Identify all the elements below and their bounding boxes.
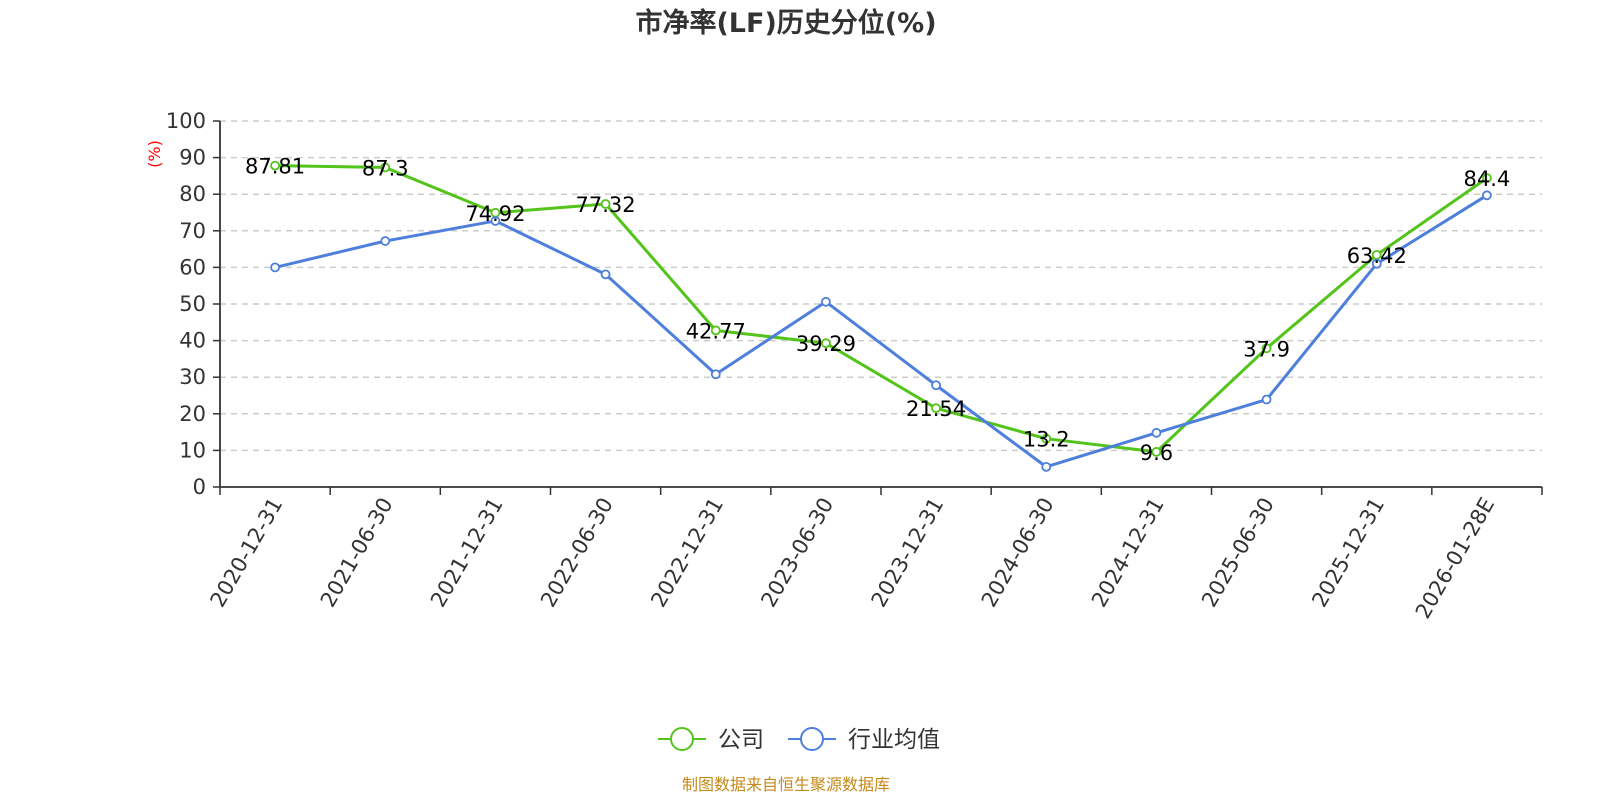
y-tick-label: 40 [179,329,206,353]
data-point[interactable] [270,160,280,171]
data-point[interactable] [710,369,721,380]
series-layer [270,160,1492,472]
data-point[interactable] [490,216,501,226]
x-tick-label: 2022-12-31 [646,494,728,612]
series-line [274,194,1488,469]
data-label: 39.29 [796,332,856,356]
y-axis-ticks: 0 10 20 30 40 50 60 70 80 90 100 [166,109,220,499]
data-label: 74.92 [465,202,525,226]
y-tick-label: 0 [193,475,206,499]
data-point[interactable] [1041,433,1052,444]
x-axis-ticks: 2020-12-31 2021-06-30 2021-12-31 2022-06-30… [206,487,1543,623]
data-point[interactable] [600,199,611,209]
legend-marker [670,727,694,751]
legend-label: 公司 [718,727,764,753]
grid-lines [220,120,1542,452]
data-point[interactable] [1482,173,1492,183]
y-tick-label: 30 [179,365,206,389]
source-note: 制图数据来自恒生聚源数据库 [682,775,890,794]
data-label: 37.9 [1243,337,1290,361]
y-tick-label: 60 [179,255,206,279]
x-tick-label: 2026-01-28E [1411,494,1499,623]
legend-label: 行业均值 [848,727,940,753]
data-point[interactable] [1261,394,1272,405]
y-tick-label: 80 [179,182,206,206]
data-label: 63.42 [1347,244,1407,268]
y-axis-label: (%) [145,140,164,168]
data-point[interactable] [821,296,831,307]
x-tick-label: 2021-06-30 [316,494,398,612]
data-point[interactable] [931,380,941,391]
data-label: 42.77 [686,319,746,343]
data-label: 13.2 [1023,428,1070,452]
data-point[interactable] [1371,258,1382,269]
legend[interactable]: 公司 行业均值 [658,727,940,753]
y-tick-label: 90 [179,146,206,170]
data-point[interactable] [821,338,831,349]
data-label: 21.54 [906,397,966,421]
data-point[interactable] [1151,427,1162,438]
legend-item[interactable]: 公司 [658,727,764,753]
x-tick-label: 2023-12-31 [867,493,949,611]
data-point[interactable] [1041,461,1052,472]
legend-marker [800,727,824,751]
data-point[interactable] [380,236,391,246]
x-tick-label: 2025-06-30 [1197,494,1279,612]
data-point[interactable] [931,403,941,414]
y-tick-label: 100 [166,109,206,133]
data-labels: 87.81 87.3 74.92 77.32 42.77 39.29 21.54 13.2 9.… [245,155,1510,465]
data-point[interactable] [1151,446,1162,457]
data-label: 87.81 [245,155,305,179]
y-tick-label: 70 [179,219,206,243]
x-tick-label: 2024-06-30 [977,494,1059,612]
data-label: 87.3 [362,156,409,180]
data-point[interactable] [380,162,391,173]
x-tick-label: 2021-12-31 [426,493,508,611]
x-tick-label: 2020-12-31 [206,494,288,612]
data-point[interactable] [270,262,280,273]
data-label: 9.6 [1140,441,1173,465]
x-tick-label: 2024-12-31 [1087,494,1169,612]
legend-item[interactable]: 行业均值 [788,727,940,753]
data-point[interactable] [600,269,611,280]
data-point[interactable] [1482,190,1492,201]
x-tick-label: 2023-06-30 [756,494,838,612]
chart-title: 市净率(LF)历史分位(%) [635,7,936,39]
y-tick-label: 50 [179,292,206,316]
data-label: 84.4 [1464,167,1511,191]
data-point[interactable] [710,325,721,336]
series-line [275,164,1488,454]
y-tick-label: 10 [179,438,206,462]
data-point[interactable] [1261,343,1272,354]
data-label: 77.32 [576,193,636,217]
x-tick-label: 2022-06-30 [536,494,618,612]
y-tick-label: 20 [179,402,206,426]
x-tick-label: 2025-12-31 [1307,494,1389,612]
